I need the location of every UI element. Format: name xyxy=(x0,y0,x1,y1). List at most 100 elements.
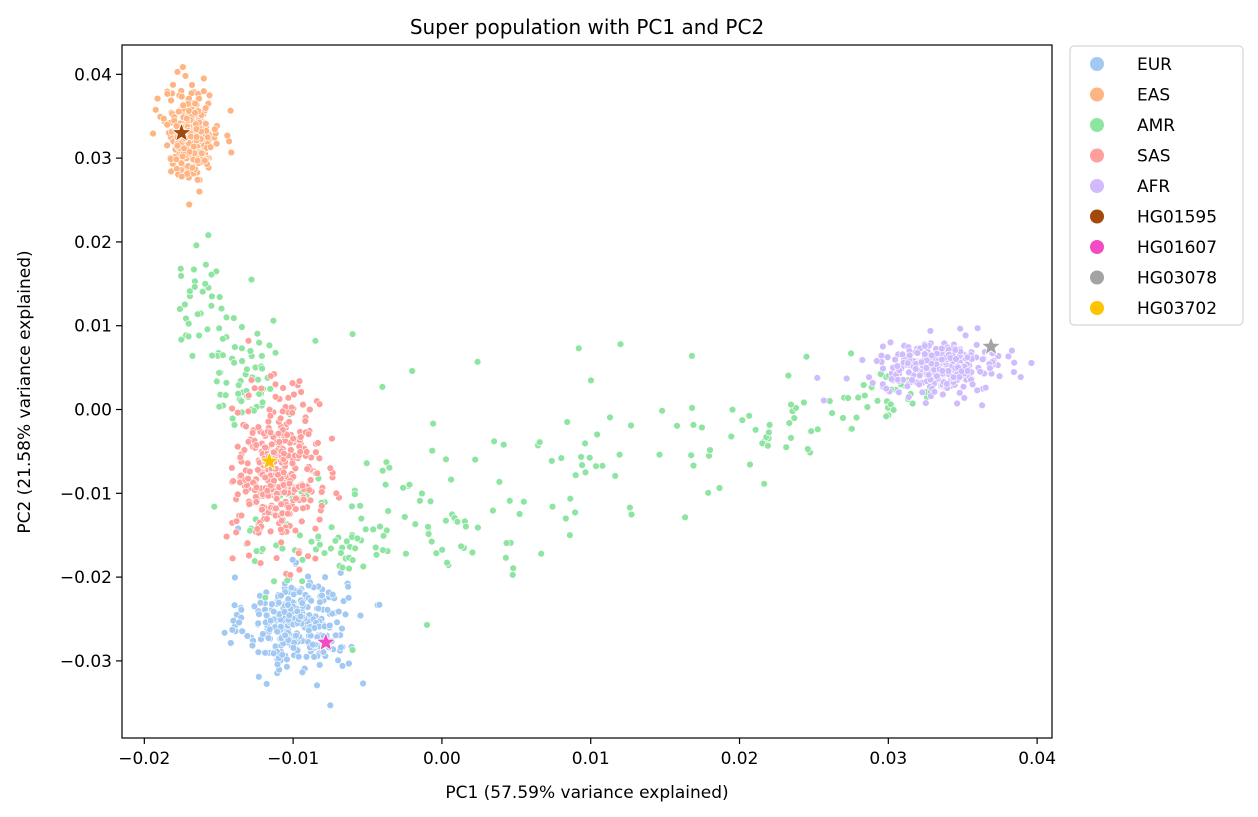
scatter-point xyxy=(284,601,292,609)
scatter-point xyxy=(298,599,306,607)
scatter-point xyxy=(238,323,246,331)
scatter-point xyxy=(952,355,960,363)
scatter-point xyxy=(300,495,308,504)
scatter-point xyxy=(924,371,933,379)
scatter-point xyxy=(234,409,242,417)
x-tick-label: −0.02 xyxy=(118,749,170,769)
scatter-point xyxy=(943,380,951,388)
scatter-point xyxy=(490,437,498,445)
scatter-point xyxy=(939,390,947,399)
scatter-point xyxy=(562,514,570,523)
scatter-point xyxy=(311,337,320,345)
scatter-point xyxy=(338,563,347,572)
scatter-point xyxy=(278,651,286,659)
scatter-point xyxy=(316,661,324,669)
scatter-point xyxy=(234,443,242,451)
series-afr xyxy=(813,324,1036,409)
scatter-point xyxy=(163,90,172,98)
scatter-point xyxy=(179,101,187,110)
legend-marker xyxy=(1090,240,1104,254)
scatter-point xyxy=(244,475,252,483)
scatter-point xyxy=(357,514,365,523)
scatter-point xyxy=(178,152,187,161)
scatter-point xyxy=(254,619,262,627)
scatter-point xyxy=(274,429,283,438)
scatter-point xyxy=(506,497,514,505)
scatter-point xyxy=(839,414,847,422)
legend-marker xyxy=(1090,179,1104,193)
scatter-point xyxy=(173,142,182,150)
scatter-point xyxy=(254,466,262,474)
legend-marker xyxy=(1090,57,1104,71)
scatter-point xyxy=(193,156,202,165)
scatter-point xyxy=(337,549,345,557)
scatter-point xyxy=(193,176,202,184)
scatter-point xyxy=(311,554,320,563)
scatter-point xyxy=(571,508,579,517)
scatter-point xyxy=(689,421,698,429)
scatter-point xyxy=(865,373,873,381)
scatter-point xyxy=(563,418,571,426)
scatter-point xyxy=(314,532,322,541)
scatter-point xyxy=(960,394,968,402)
scatter-point xyxy=(331,537,340,545)
legend-label: AMR xyxy=(1137,116,1175,136)
scatter-point xyxy=(244,459,252,467)
scatter-point xyxy=(228,414,237,423)
scatter-point xyxy=(515,510,524,518)
scatter-point xyxy=(333,618,341,626)
scatter-point xyxy=(283,431,291,439)
scatter-point xyxy=(235,618,243,627)
scatter-point xyxy=(254,376,262,384)
x-tick-label: 0.02 xyxy=(721,749,759,769)
scatter-point xyxy=(566,495,574,503)
y-tick-label: −0.01 xyxy=(60,484,112,504)
scatter-point xyxy=(785,419,793,427)
scatter-point xyxy=(229,477,237,485)
scatter-point xyxy=(704,489,712,497)
scatter-point xyxy=(891,356,899,364)
legend-marker xyxy=(1090,270,1104,285)
scatter-point xyxy=(271,393,280,401)
x-tick-label: −0.01 xyxy=(267,749,319,769)
scatter-point xyxy=(258,352,266,360)
scatter-point xyxy=(428,537,436,546)
scatter-point xyxy=(205,91,214,100)
scatter-point xyxy=(206,143,215,151)
scatter-point xyxy=(926,327,935,335)
scatter-point xyxy=(192,125,201,133)
scatter-point xyxy=(986,364,994,372)
scatter-point xyxy=(192,241,201,250)
scatter-point xyxy=(566,531,574,539)
scatter-point xyxy=(905,351,914,359)
scatter-point xyxy=(265,341,274,350)
scatter-point xyxy=(972,341,981,349)
scatter-point xyxy=(275,599,283,607)
scatter-point xyxy=(258,506,266,514)
scatter-point xyxy=(335,607,343,616)
scatter-point xyxy=(212,140,221,148)
scatter-point xyxy=(698,423,706,432)
scatter-point xyxy=(245,391,253,400)
scatter-point xyxy=(978,401,986,409)
scatter-point xyxy=(179,63,187,71)
scatter-point xyxy=(873,397,882,405)
scatter-point xyxy=(302,653,311,661)
scatter-point xyxy=(804,445,812,453)
scatter-point xyxy=(238,357,246,365)
scatter-point xyxy=(222,391,230,399)
scatter-point xyxy=(416,497,424,505)
scatter-point xyxy=(230,359,238,367)
scatter-point xyxy=(292,494,300,503)
scatter-point xyxy=(190,265,198,274)
scatter-point xyxy=(287,583,296,592)
scatter-point xyxy=(787,400,795,409)
scatter-point xyxy=(149,129,157,138)
legend-marker xyxy=(1090,87,1104,102)
scatter-point xyxy=(304,552,312,560)
scatter-point xyxy=(956,325,964,333)
scatter-point xyxy=(279,407,287,415)
scatter-point xyxy=(442,455,450,463)
scatter-point xyxy=(234,490,242,499)
series-sas xyxy=(222,337,343,579)
